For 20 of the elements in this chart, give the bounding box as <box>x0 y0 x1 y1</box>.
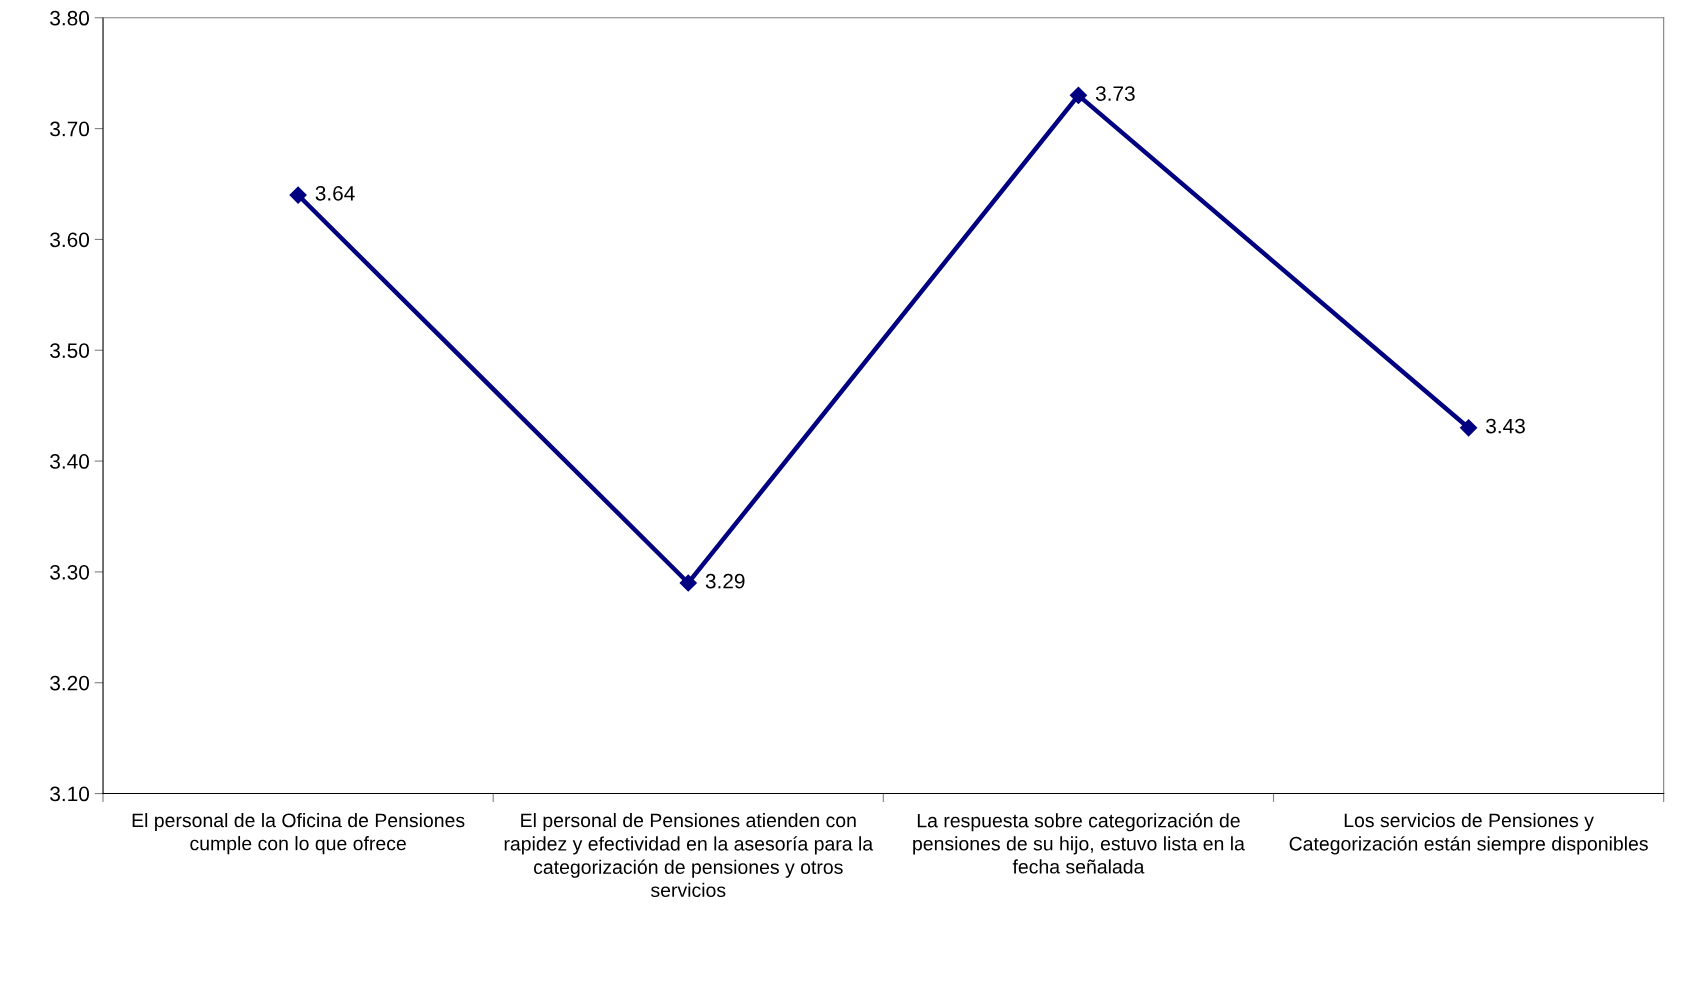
x-tick-label: El personal de Pensiones atienden con rapidez y efectividad en la asesoría para la categorización de pensiones y otros servicios <box>504 812 874 898</box>
data-label: 3.64 <box>315 185 355 201</box>
y-tick-label: 3.60 <box>50 232 90 248</box>
y-tick-label: 3.50 <box>50 343 90 358</box>
point <box>289 186 307 204</box>
x-tick-label: El personal de la Oficina de Pensiones cumple con lo que ofrece <box>132 812 465 855</box>
point <box>1069 86 1087 104</box>
y-tick-label: 3.70 <box>50 121 90 137</box>
x-tick-label: Los servicios de Pensiones y Categorización están siempre disponibles <box>1289 812 1648 855</box>
y-tick-label: 3.80 <box>50 10 90 26</box>
x-tick-label: La respuesta sobre categorización de pensiones de su hijo, estuvo lista en la fecha señalada <box>913 812 1245 874</box>
data-label: 3.43 <box>1486 418 1525 434</box>
y-tick-label: 3.30 <box>50 564 90 580</box>
point <box>679 574 697 592</box>
y-tick-label: 3.40 <box>50 454 90 469</box>
data-label: 3.29 <box>705 573 745 589</box>
data-label: 3.73 <box>1095 86 1135 101</box>
y-tick-label: 3.20 <box>50 675 90 691</box>
point <box>1460 419 1478 437</box>
y-tick-label: 3.10 <box>50 786 90 802</box>
